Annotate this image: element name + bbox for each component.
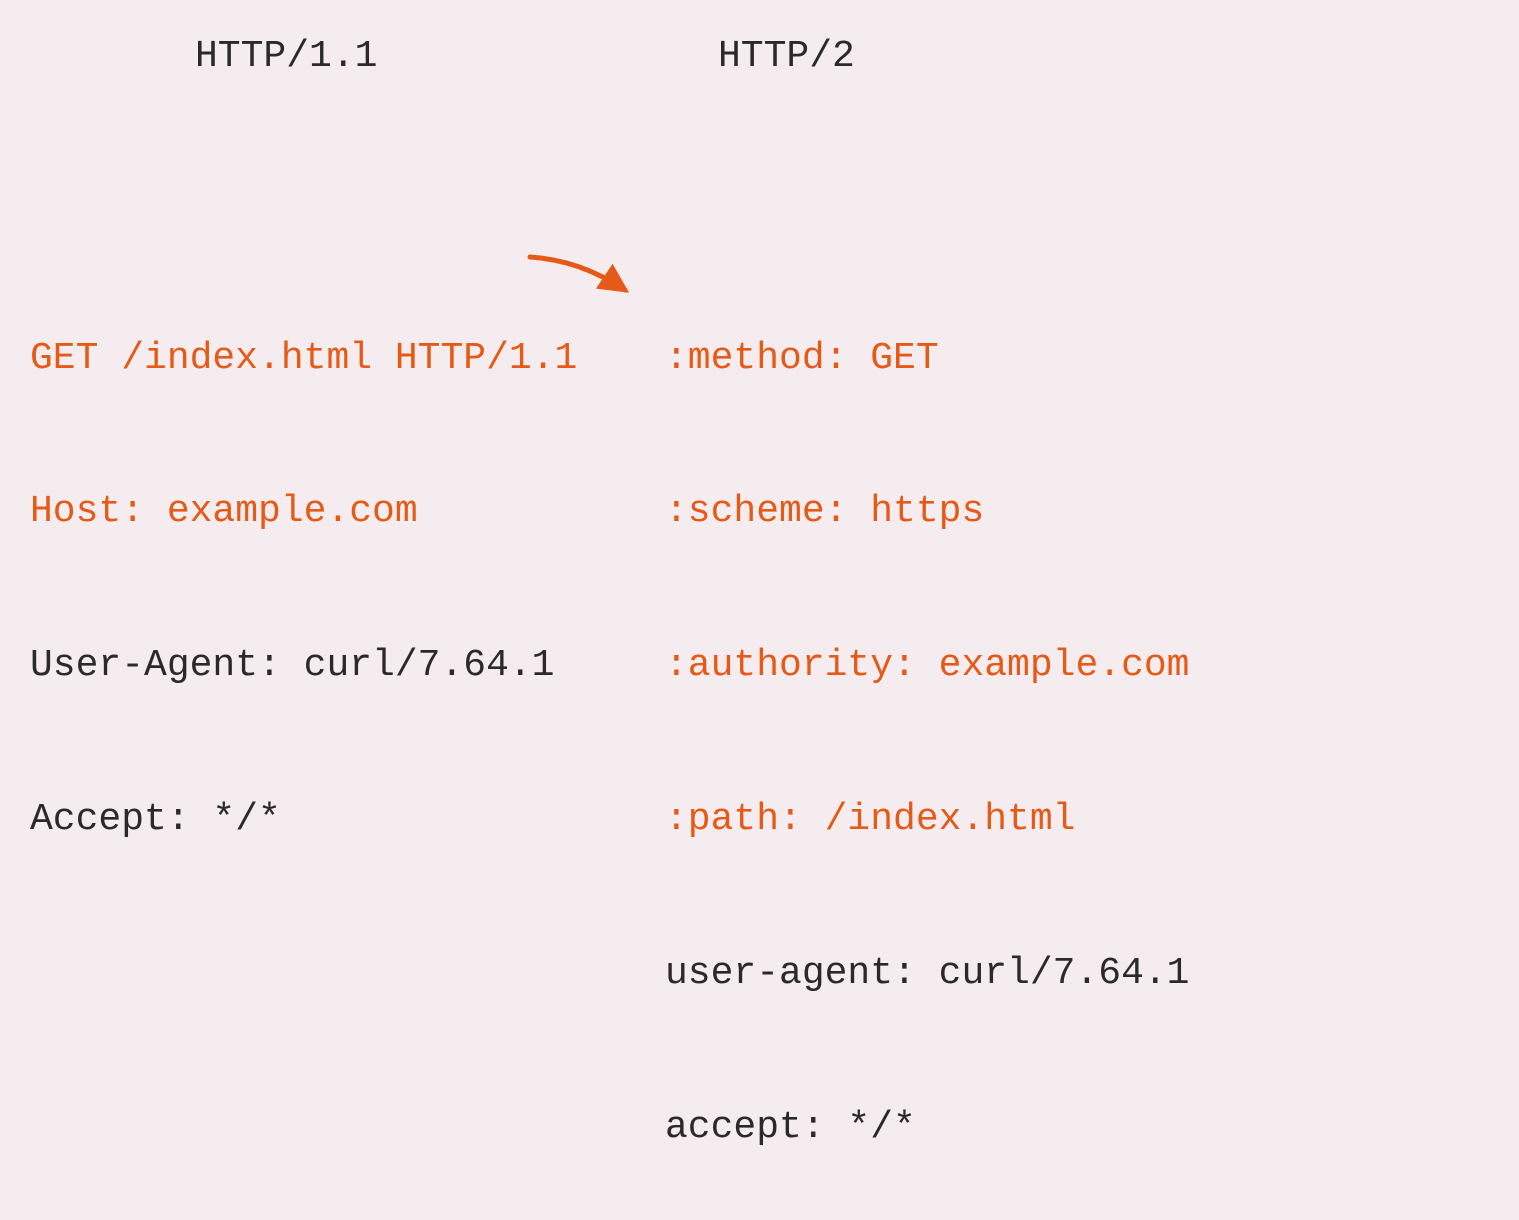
http11-code-block: GET /index.html HTTP/1.1 Host: example.c… (30, 230, 577, 948)
http2-accept: accept: */* (665, 1102, 1190, 1153)
http11-accept: Accept: */* (30, 794, 577, 845)
diagram-container: HTTP/1.1 HTTP/2 GET /index.html HTTP/1.1… (0, 0, 1519, 610)
http11-request-line: GET /index.html HTTP/1.1 (30, 333, 577, 384)
http2-user-agent: user-agent: curl/7.64.1 (665, 948, 1190, 999)
http11-title: HTTP/1.1 (195, 35, 377, 78)
http2-path: :path: /index.html (665, 794, 1190, 845)
http2-scheme: :scheme: https (665, 486, 1190, 537)
http11-user-agent: User-Agent: curl/7.64.1 (30, 640, 577, 691)
http2-code-block: :method: GET :scheme: https :authority: … (665, 230, 1190, 1220)
arrow-icon (525, 245, 645, 305)
http2-authority: :authority: example.com (665, 640, 1190, 691)
http2-method: :method: GET (665, 333, 1190, 384)
http11-host-header: Host: example.com (30, 486, 577, 537)
http2-title: HTTP/2 (718, 35, 855, 78)
